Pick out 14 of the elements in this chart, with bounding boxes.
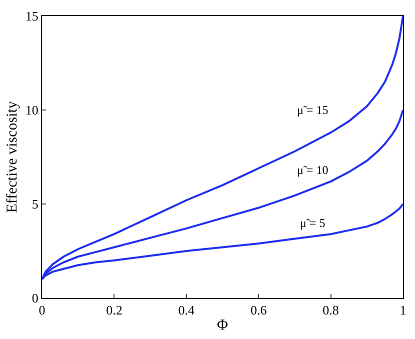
y-tick-label: 15 — [25, 8, 38, 24]
annotation: μ̃ = 5 — [300, 216, 326, 230]
y-tick-label: 0 — [32, 290, 38, 306]
x-tick-label: 0.2 — [106, 302, 122, 318]
y-tick-label: 5 — [32, 196, 38, 212]
y-axis-title: Effective viscosity — [4, 100, 21, 213]
x-tick-label: 0.6 — [250, 302, 268, 318]
annotation: μ̃ = 10 — [297, 163, 328, 177]
annotation: μ̃ = 15 — [297, 103, 328, 117]
x-axis-title: Φ — [217, 318, 228, 334]
y-tick-label: 10 — [25, 102, 38, 118]
x-tick-label: 1 — [400, 302, 406, 318]
x-tick-label: 0.8 — [322, 302, 339, 318]
x-tick-label: 0.4 — [178, 302, 196, 318]
